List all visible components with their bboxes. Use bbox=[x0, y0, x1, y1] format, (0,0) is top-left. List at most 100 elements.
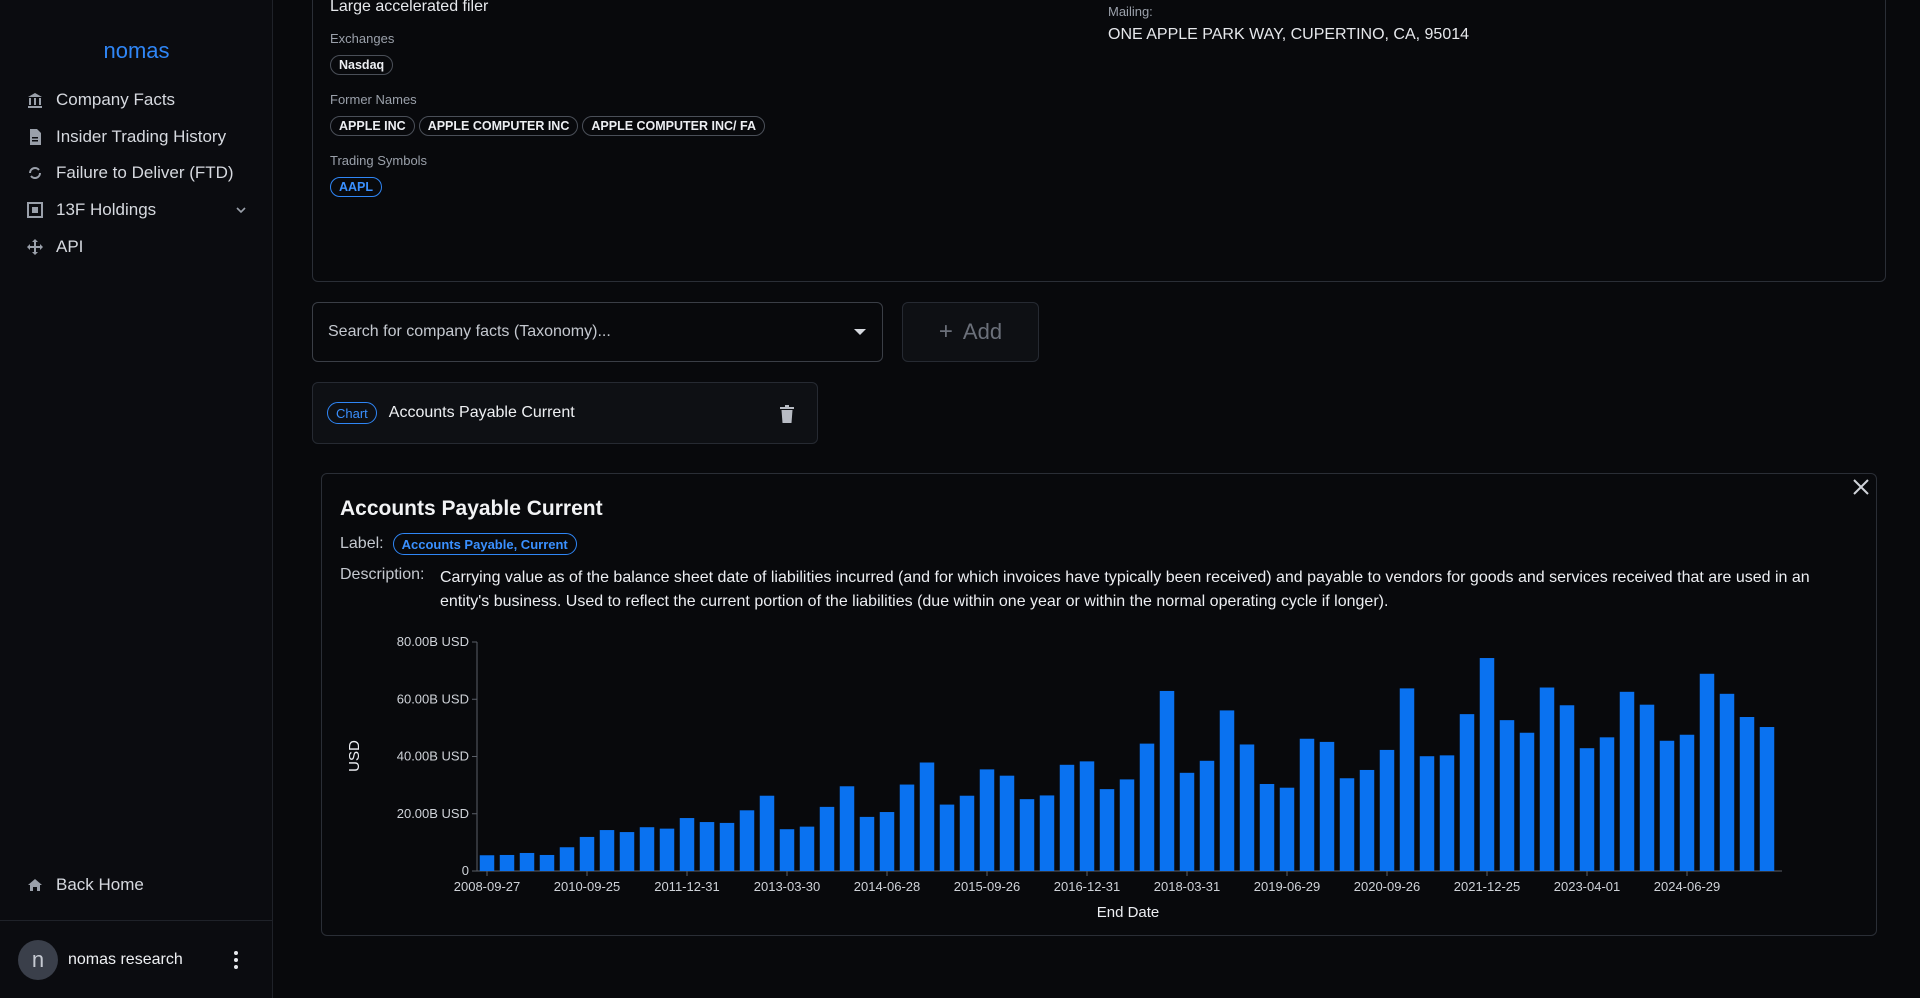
sidebar-item-api[interactable]: API bbox=[26, 232, 248, 262]
more-options-icon[interactable] bbox=[226, 948, 246, 972]
symbol-chip[interactable]: AAPL bbox=[330, 177, 383, 197]
mailing-address: ONE APPLE PARK WAY, CUPERTINO, CA, 95014 bbox=[1108, 26, 1470, 43]
user-profile[interactable]: n nomas research bbox=[18, 940, 183, 980]
bar bbox=[1479, 658, 1495, 871]
brand-logo[interactable]: nomas bbox=[103, 38, 170, 63]
company-info-card bbox=[312, 0, 1886, 282]
sidebar-item-label: Failure to Deliver (FTD) bbox=[56, 163, 234, 182]
x-tick-label: 2018-03-31 bbox=[1154, 879, 1221, 894]
bar bbox=[899, 784, 915, 871]
bank-icon bbox=[28, 93, 42, 108]
x-axis-title: End Date bbox=[1097, 904, 1160, 921]
trash-icon[interactable] bbox=[779, 405, 795, 423]
bar bbox=[799, 826, 815, 871]
sidebar-item-label: Insider Trading History bbox=[56, 127, 227, 146]
bar bbox=[679, 818, 695, 871]
x-tick-label: 2013-03-30 bbox=[754, 879, 821, 894]
bar bbox=[579, 836, 595, 871]
sidebar-item-label: API bbox=[56, 237, 84, 256]
bar bbox=[1299, 738, 1315, 871]
bar bbox=[1039, 795, 1055, 871]
bar bbox=[779, 829, 795, 871]
bar bbox=[1699, 673, 1715, 871]
x-tick-label: 2010-09-25 bbox=[554, 879, 621, 894]
search-placeholder: Search for company facts (Taxonomy)... bbox=[328, 323, 611, 340]
bar bbox=[1599, 737, 1615, 871]
x-tick-label: 2020-09-26 bbox=[1354, 879, 1421, 894]
close-icon[interactable] bbox=[1852, 478, 1870, 496]
label-key: Label: bbox=[340, 535, 384, 552]
sidebar-item-label: 13F Holdings bbox=[56, 200, 157, 219]
y-tick-label: 60.00B USD bbox=[397, 691, 469, 706]
selected-fact-row[interactable]: Chart Accounts Payable Current bbox=[312, 382, 818, 444]
panel-title: Accounts Payable Current bbox=[340, 497, 603, 520]
bar bbox=[1159, 690, 1175, 871]
sidebar-item-company-facts[interactable]: Company Facts bbox=[26, 85, 248, 115]
exchange-chip: Nasdaq bbox=[330, 55, 394, 75]
bar bbox=[659, 828, 675, 871]
bar bbox=[479, 855, 495, 871]
x-tick-label: 2015-09-26 bbox=[954, 879, 1021, 894]
x-tick-label: 2023-04-01 bbox=[1554, 879, 1621, 894]
bar bbox=[519, 852, 535, 871]
bar bbox=[1759, 727, 1775, 871]
selected-fact-title: Accounts Payable Current bbox=[388, 404, 575, 421]
bar bbox=[559, 847, 575, 871]
bar bbox=[1179, 772, 1195, 871]
former-name-chip: APPLE COMPUTER INC/ FA bbox=[582, 116, 765, 136]
back-home-link[interactable]: Back Home bbox=[26, 870, 248, 900]
bar bbox=[599, 830, 615, 871]
former-name-chip: APPLE INC bbox=[330, 116, 415, 136]
bar bbox=[719, 822, 735, 871]
bar bbox=[1379, 749, 1395, 871]
bar bbox=[499, 854, 515, 871]
home-icon bbox=[28, 879, 42, 891]
bar bbox=[1019, 799, 1035, 871]
x-tick-label: 2016-12-31 bbox=[1054, 879, 1121, 894]
filer-category: Large accelerated filer bbox=[330, 0, 489, 15]
bar bbox=[1459, 714, 1475, 871]
user-name: nomas research bbox=[68, 951, 183, 968]
chevron-down-icon[interactable] bbox=[234, 203, 248, 217]
accounts-payable-bar-chart: 0 20.00B USD 40.00B USD 60.00B USD 80.00B US… bbox=[346, 634, 1782, 921]
sidebar-item-insider-trading[interactable]: Insider Trading History bbox=[26, 122, 248, 152]
bar bbox=[1199, 760, 1215, 871]
move-icon bbox=[27, 239, 43, 255]
bar bbox=[999, 775, 1015, 871]
sidebar-item-13f-holdings[interactable]: 13F Holdings bbox=[26, 195, 248, 225]
caret-down-icon[interactable] bbox=[854, 329, 866, 335]
bar bbox=[1359, 769, 1375, 871]
chart-panel bbox=[321, 473, 1877, 936]
bar bbox=[1719, 693, 1735, 871]
bar bbox=[919, 762, 935, 871]
bar bbox=[1279, 787, 1295, 871]
bar bbox=[1499, 720, 1515, 871]
document-icon bbox=[30, 129, 41, 145]
chart-badge: Chart bbox=[327, 402, 377, 424]
bar bbox=[1239, 744, 1255, 871]
bar bbox=[1259, 783, 1275, 871]
bar bbox=[939, 804, 955, 871]
bar bbox=[1059, 764, 1075, 871]
taxonomy-search-select[interactable]: Search for company facts (Taxonomy)... bbox=[312, 302, 883, 362]
bar bbox=[699, 822, 715, 871]
bar bbox=[1659, 740, 1675, 871]
description-text: Carrying value as of the balance sheet d… bbox=[440, 569, 1810, 610]
sidebar-item-ftd[interactable]: Failure to Deliver (FTD) bbox=[26, 158, 248, 188]
trading-symbols-label: Trading Symbols bbox=[330, 153, 428, 168]
former-name-chip: APPLE COMPUTER INC bbox=[418, 116, 579, 136]
bar bbox=[1399, 688, 1415, 871]
bar bbox=[879, 812, 895, 871]
description-key: Description: bbox=[340, 566, 425, 583]
label-chip: Accounts Payable, Current bbox=[392, 533, 577, 555]
bar bbox=[1559, 705, 1575, 871]
bar bbox=[1219, 710, 1235, 871]
mailing-label: Mailing: bbox=[1108, 4, 1153, 19]
x-tick-label: 2011-12-31 bbox=[654, 879, 720, 894]
bar bbox=[1139, 743, 1155, 871]
add-button[interactable]: + Add bbox=[902, 302, 1039, 362]
bar bbox=[1619, 691, 1635, 871]
sidebar: nomas Company Facts Insider Trading Hist… bbox=[0, 0, 273, 998]
bar bbox=[1419, 756, 1435, 871]
bar bbox=[959, 795, 975, 871]
